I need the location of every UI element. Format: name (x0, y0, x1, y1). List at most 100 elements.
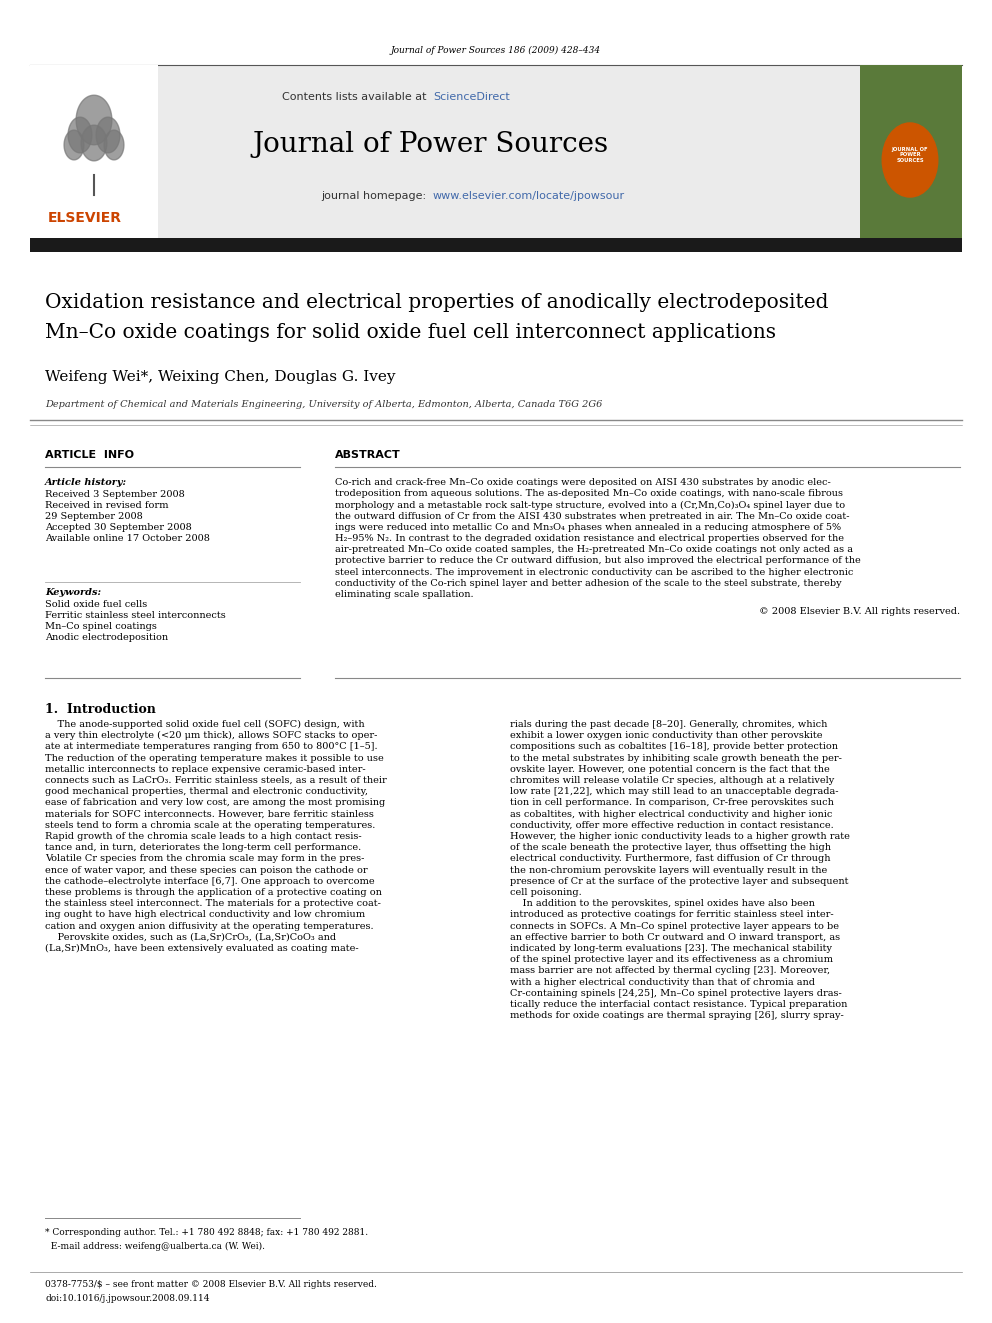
Text: low rate [21,22], which may still lead to an unacceptable degrada-: low rate [21,22], which may still lead t… (510, 787, 838, 796)
Text: mass barrier are not affected by thermal cycling [23]. Moreover,: mass barrier are not affected by thermal… (510, 966, 830, 975)
Text: Weifeng Wei*, Weixing Chen, Douglas G. Ivey: Weifeng Wei*, Weixing Chen, Douglas G. I… (45, 370, 396, 384)
Text: steels tend to form a chromia scale at the operating temperatures.: steels tend to form a chromia scale at t… (45, 820, 375, 830)
Text: Perovskite oxides, such as (La,Sr)CrO₃, (La,Sr)CoO₃ and: Perovskite oxides, such as (La,Sr)CrO₃, … (45, 933, 336, 942)
Text: However, the higher ionic conductivity leads to a higher growth rate: However, the higher ionic conductivity l… (510, 832, 850, 841)
Text: 29 September 2008: 29 September 2008 (45, 512, 143, 521)
Text: a very thin electrolyte (<20 μm thick), allows SOFC stacks to oper-: a very thin electrolyte (<20 μm thick), … (45, 732, 377, 741)
Text: * Corresponding author. Tel.: +1 780 492 8848; fax: +1 780 492 2881.: * Corresponding author. Tel.: +1 780 492… (45, 1228, 368, 1237)
Text: Ferritic stainless steel interconnects: Ferritic stainless steel interconnects (45, 611, 226, 620)
Text: chromites will release volatile Cr species, although at a relatively: chromites will release volatile Cr speci… (510, 777, 834, 785)
Text: Volatile Cr species from the chromia scale may form in the pres-: Volatile Cr species from the chromia sca… (45, 855, 364, 864)
Text: the cathode–electrolyte interface [6,7]. One approach to overcome: the cathode–electrolyte interface [6,7].… (45, 877, 375, 886)
Polygon shape (104, 130, 124, 160)
Text: cell poisoning.: cell poisoning. (510, 888, 581, 897)
Text: Rapid growth of the chromia scale leads to a high contact resis-: Rapid growth of the chromia scale leads … (45, 832, 362, 841)
Text: materials for SOFC interconnects. However, bare ferritic stainless: materials for SOFC interconnects. Howeve… (45, 810, 374, 819)
Bar (30, 65, 962, 238)
Polygon shape (64, 130, 84, 160)
Text: ScienceDirect: ScienceDirect (433, 93, 510, 102)
Polygon shape (81, 126, 107, 161)
Text: presence of Cr at the surface of the protective layer and subsequent: presence of Cr at the surface of the pro… (510, 877, 848, 886)
Text: ease of fabrication and very low cost, are among the most promising: ease of fabrication and very low cost, a… (45, 798, 385, 807)
Text: Contents lists available at: Contents lists available at (282, 93, 430, 102)
Text: Article history:: Article history: (45, 478, 127, 487)
Text: air-pretreated Mn–Co oxide coated samples, the H₂-pretreated Mn–Co oxide coating: air-pretreated Mn–Co oxide coated sample… (335, 545, 853, 554)
Text: (La,Sr)MnO₃, have been extensively evaluated as coating mate-: (La,Sr)MnO₃, have been extensively evalu… (45, 945, 359, 953)
Polygon shape (68, 118, 92, 153)
Text: cation and oxygen anion diffusivity at the operating temperatures.: cation and oxygen anion diffusivity at t… (45, 922, 374, 930)
Text: these problems is through the application of a protective coating on: these problems is through the applicatio… (45, 888, 382, 897)
Text: Accepted 30 September 2008: Accepted 30 September 2008 (45, 523, 191, 532)
Text: of the spinel protective layer and its effectiveness as a chromium: of the spinel protective layer and its e… (510, 955, 833, 964)
Text: connects in SOFCs. A Mn–Co spinel protective layer appears to be: connects in SOFCs. A Mn–Co spinel protec… (510, 922, 839, 930)
Text: Received 3 September 2008: Received 3 September 2008 (45, 490, 185, 499)
Text: © 2008 Elsevier B.V. All rights reserved.: © 2008 Elsevier B.V. All rights reserved… (759, 607, 960, 617)
Text: E-mail address: weifeng@ualberta.ca (W. Wei).: E-mail address: weifeng@ualberta.ca (W. … (45, 1242, 265, 1252)
Bar (30, 238, 962, 251)
Text: metallic interconnects to replace expensive ceramic-based inter-: metallic interconnects to replace expens… (45, 765, 366, 774)
Text: with a higher electrical conductivity than that of chromia and: with a higher electrical conductivity th… (510, 978, 815, 987)
Text: Mn–Co oxide coatings for solid oxide fuel cell interconnect applications: Mn–Co oxide coatings for solid oxide fue… (45, 323, 776, 343)
Text: ELSEVIER: ELSEVIER (48, 210, 122, 225)
Text: Available online 17 October 2008: Available online 17 October 2008 (45, 534, 210, 542)
Text: In addition to the perovskites, spinel oxides have also been: In addition to the perovskites, spinel o… (510, 900, 814, 908)
Text: tion in cell performance. In comparison, Cr-free perovskites such: tion in cell performance. In comparison,… (510, 798, 834, 807)
Text: compositions such as cobaltites [16–18], provide better protection: compositions such as cobaltites [16–18],… (510, 742, 838, 751)
Text: methods for oxide coatings are thermal spraying [26], slurry spray-: methods for oxide coatings are thermal s… (510, 1011, 844, 1020)
Text: electrical conductivity. Furthermore, fast diffusion of Cr through: electrical conductivity. Furthermore, fa… (510, 855, 830, 864)
Polygon shape (96, 118, 120, 153)
Text: Solid oxide fuel cells: Solid oxide fuel cells (45, 601, 147, 609)
Text: ABSTRACT: ABSTRACT (335, 450, 401, 460)
Text: introduced as protective coatings for ferritic stainless steel inter-: introduced as protective coatings for fe… (510, 910, 833, 919)
Text: the non-chromium perovskite layers will eventually result in the: the non-chromium perovskite layers will … (510, 865, 827, 875)
Text: Journal of Power Sources 186 (2009) 428–434: Journal of Power Sources 186 (2009) 428–… (391, 45, 601, 54)
Bar (30, 65, 158, 238)
Text: Received in revised form: Received in revised form (45, 501, 169, 509)
Text: tically reduce the interfacial contact resistance. Typical preparation: tically reduce the interfacial contact r… (510, 1000, 847, 1009)
Circle shape (882, 123, 937, 197)
Text: journal homepage:: journal homepage: (321, 191, 430, 201)
Text: Oxidation resistance and electrical properties of anodically electrodeposited: Oxidation resistance and electrical prop… (45, 292, 828, 312)
Bar (860, 65, 962, 238)
Text: ARTICLE  INFO: ARTICLE INFO (45, 450, 134, 460)
Text: Journal of Power Sources: Journal of Power Sources (252, 131, 608, 159)
Text: to the metal substrates by inhibiting scale growth beneath the per-: to the metal substrates by inhibiting sc… (510, 754, 842, 762)
Text: Mn–Co spinel coatings: Mn–Co spinel coatings (45, 622, 157, 631)
Text: The reduction of the operating temperature makes it possible to use: The reduction of the operating temperatu… (45, 754, 384, 762)
Text: ovskite layer. However, one potential concern is the fact that the: ovskite layer. However, one potential co… (510, 765, 829, 774)
Text: doi:10.1016/j.jpowsour.2008.09.114: doi:10.1016/j.jpowsour.2008.09.114 (45, 1294, 209, 1303)
Text: trodeposition from aqueous solutions. The as-deposited Mn–Co oxide coatings, wit: trodeposition from aqueous solutions. Th… (335, 490, 843, 499)
Text: an effective barrier to both Cr outward and O inward transport, as: an effective barrier to both Cr outward … (510, 933, 840, 942)
Text: Anodic electrodeposition: Anodic electrodeposition (45, 632, 168, 642)
Text: conductivity of the Co-rich spinel layer and better adhesion of the scale to the: conductivity of the Co-rich spinel layer… (335, 578, 841, 587)
Text: exhibit a lower oxygen ionic conductivity than other perovskite: exhibit a lower oxygen ionic conductivit… (510, 732, 822, 740)
Text: Keywords:: Keywords: (45, 587, 101, 597)
Polygon shape (76, 95, 112, 144)
Text: JOURNAL OF
POWER
SOURCES: JOURNAL OF POWER SOURCES (892, 147, 929, 163)
Text: ence of water vapor, and these species can poison the cathode or: ence of water vapor, and these species c… (45, 865, 368, 875)
Text: rials during the past decade [8–20]. Generally, chromites, which: rials during the past decade [8–20]. Gen… (510, 720, 827, 729)
Text: ings were reduced into metallic Co and Mn₃O₄ phases when annealed in a reducing : ings were reduced into metallic Co and M… (335, 523, 841, 532)
Text: protective barrier to reduce the Cr outward diffusion, but also improved the ele: protective barrier to reduce the Cr outw… (335, 557, 861, 565)
Text: of the scale beneath the protective layer, thus offsetting the high: of the scale beneath the protective laye… (510, 843, 831, 852)
Text: Department of Chemical and Materials Engineering, University of Alberta, Edmonto: Department of Chemical and Materials Eng… (45, 400, 602, 409)
Text: H₂–95% N₂. In contrast to the degraded oxidation resistance and electrical prope: H₂–95% N₂. In contrast to the degraded o… (335, 534, 844, 542)
Text: morphology and a metastable rock salt-type structure, evolved into a (Cr,Mn,Co)₃: morphology and a metastable rock salt-ty… (335, 500, 845, 509)
Text: ate at intermediate temperatures ranging from 650 to 800°C [1–5].: ate at intermediate temperatures ranging… (45, 742, 378, 751)
Text: eliminating scale spallation.: eliminating scale spallation. (335, 590, 473, 599)
Text: the outward diffusion of Cr from the AISI 430 substrates when pretreated in air.: the outward diffusion of Cr from the AIS… (335, 512, 849, 520)
Text: indicated by long-term evaluations [23]. The mechanical stability: indicated by long-term evaluations [23].… (510, 945, 832, 953)
Text: steel interconnects. The improvement in electronic conductivity can be ascribed : steel interconnects. The improvement in … (335, 568, 853, 577)
Text: as cobaltites, with higher electrical conductivity and higher ionic: as cobaltites, with higher electrical co… (510, 810, 832, 819)
Text: ing ought to have high electrical conductivity and low chromium: ing ought to have high electrical conduc… (45, 910, 365, 919)
Text: connects such as LaCrO₃. Ferritic stainless steels, as a result of their: connects such as LaCrO₃. Ferritic stainl… (45, 777, 387, 785)
Text: 0378-7753/$ – see front matter © 2008 Elsevier B.V. All rights reserved.: 0378-7753/$ – see front matter © 2008 El… (45, 1279, 377, 1289)
Text: tance and, in turn, deteriorates the long-term cell performance.: tance and, in turn, deteriorates the lon… (45, 843, 361, 852)
Text: 1.  Introduction: 1. Introduction (45, 703, 156, 716)
Text: www.elsevier.com/locate/jpowsour: www.elsevier.com/locate/jpowsour (433, 191, 625, 201)
Text: conductivity, offer more effective reduction in contact resistance.: conductivity, offer more effective reduc… (510, 820, 833, 830)
Text: good mechanical properties, thermal and electronic conductivity,: good mechanical properties, thermal and … (45, 787, 368, 796)
Text: The anode-supported solid oxide fuel cell (SOFC) design, with: The anode-supported solid oxide fuel cel… (45, 720, 365, 729)
Text: Cr-containing spinels [24,25], Mn–Co spinel protective layers dras-: Cr-containing spinels [24,25], Mn–Co spi… (510, 988, 842, 998)
Text: Co-rich and crack-free Mn–Co oxide coatings were deposited on AISI 430 substrate: Co-rich and crack-free Mn–Co oxide coati… (335, 478, 830, 487)
